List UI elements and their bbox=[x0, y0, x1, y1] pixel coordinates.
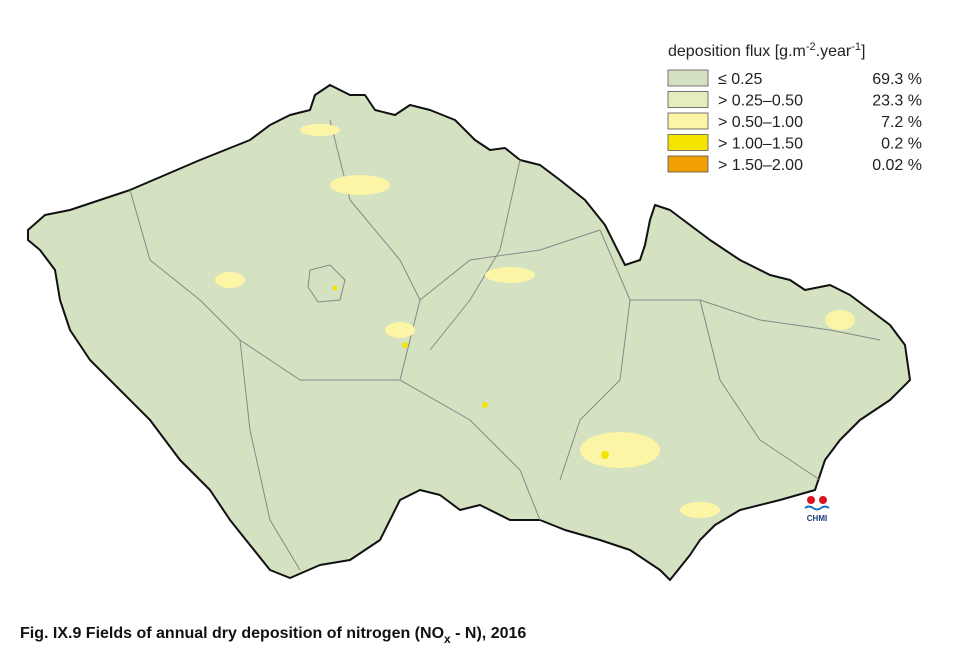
caption-sub: x bbox=[444, 632, 451, 646]
legend-share: 7.2 % bbox=[881, 114, 922, 131]
legend-share: 0.2 % bbox=[881, 136, 922, 153]
legend-share: 23.3 % bbox=[872, 93, 922, 110]
legend-swatch bbox=[667, 134, 709, 151]
logo: CHMI bbox=[804, 496, 830, 523]
caption-part: - N), 2016 bbox=[451, 625, 527, 642]
title-sup: -1 bbox=[851, 41, 861, 53]
legend-label: > 1.50–2.00 bbox=[718, 157, 803, 174]
legend-label: ≤ 0.25 bbox=[718, 71, 762, 88]
map bbox=[27, 84, 911, 581]
high-deposition-patches bbox=[215, 124, 855, 518]
country-area bbox=[27, 84, 911, 581]
legend-items: ≤ 0.25 69.3 % > 0.25–0.50 23.3 % > 0.50–1.00… bbox=[667, 69, 922, 174]
legend: deposition flux [g.m-2.year-1] ≤ 0.25 69.… bbox=[667, 41, 922, 174]
legend-swatch bbox=[667, 91, 709, 108]
logo-text: CHMI bbox=[807, 514, 827, 523]
legend-swatch bbox=[667, 112, 709, 130]
legend-label: > 0.25–0.50 bbox=[718, 93, 803, 110]
legend-label: > 0.50–1.00 bbox=[718, 114, 803, 131]
caption: Fig. IX.9 Fields of annual dry depositio… bbox=[20, 625, 526, 646]
legend-swatch bbox=[667, 155, 709, 173]
title-sup: -2 bbox=[806, 41, 816, 53]
legend-title: deposition flux [g.m-2.year-1] bbox=[668, 41, 865, 60]
hotspots bbox=[332, 285, 609, 459]
caption-part: Fig. IX.9 Fields of annual dry depositio… bbox=[20, 625, 444, 642]
legend-label: > 1.00–1.50 bbox=[718, 136, 803, 153]
title-part: deposition flux [g.m bbox=[668, 43, 806, 60]
legend-share: 69.3 % bbox=[872, 71, 922, 88]
legend-swatch bbox=[667, 69, 709, 87]
legend-share: 0.02 % bbox=[872, 157, 922, 174]
title-part: ] bbox=[861, 43, 865, 60]
title-part: .year bbox=[816, 43, 852, 60]
